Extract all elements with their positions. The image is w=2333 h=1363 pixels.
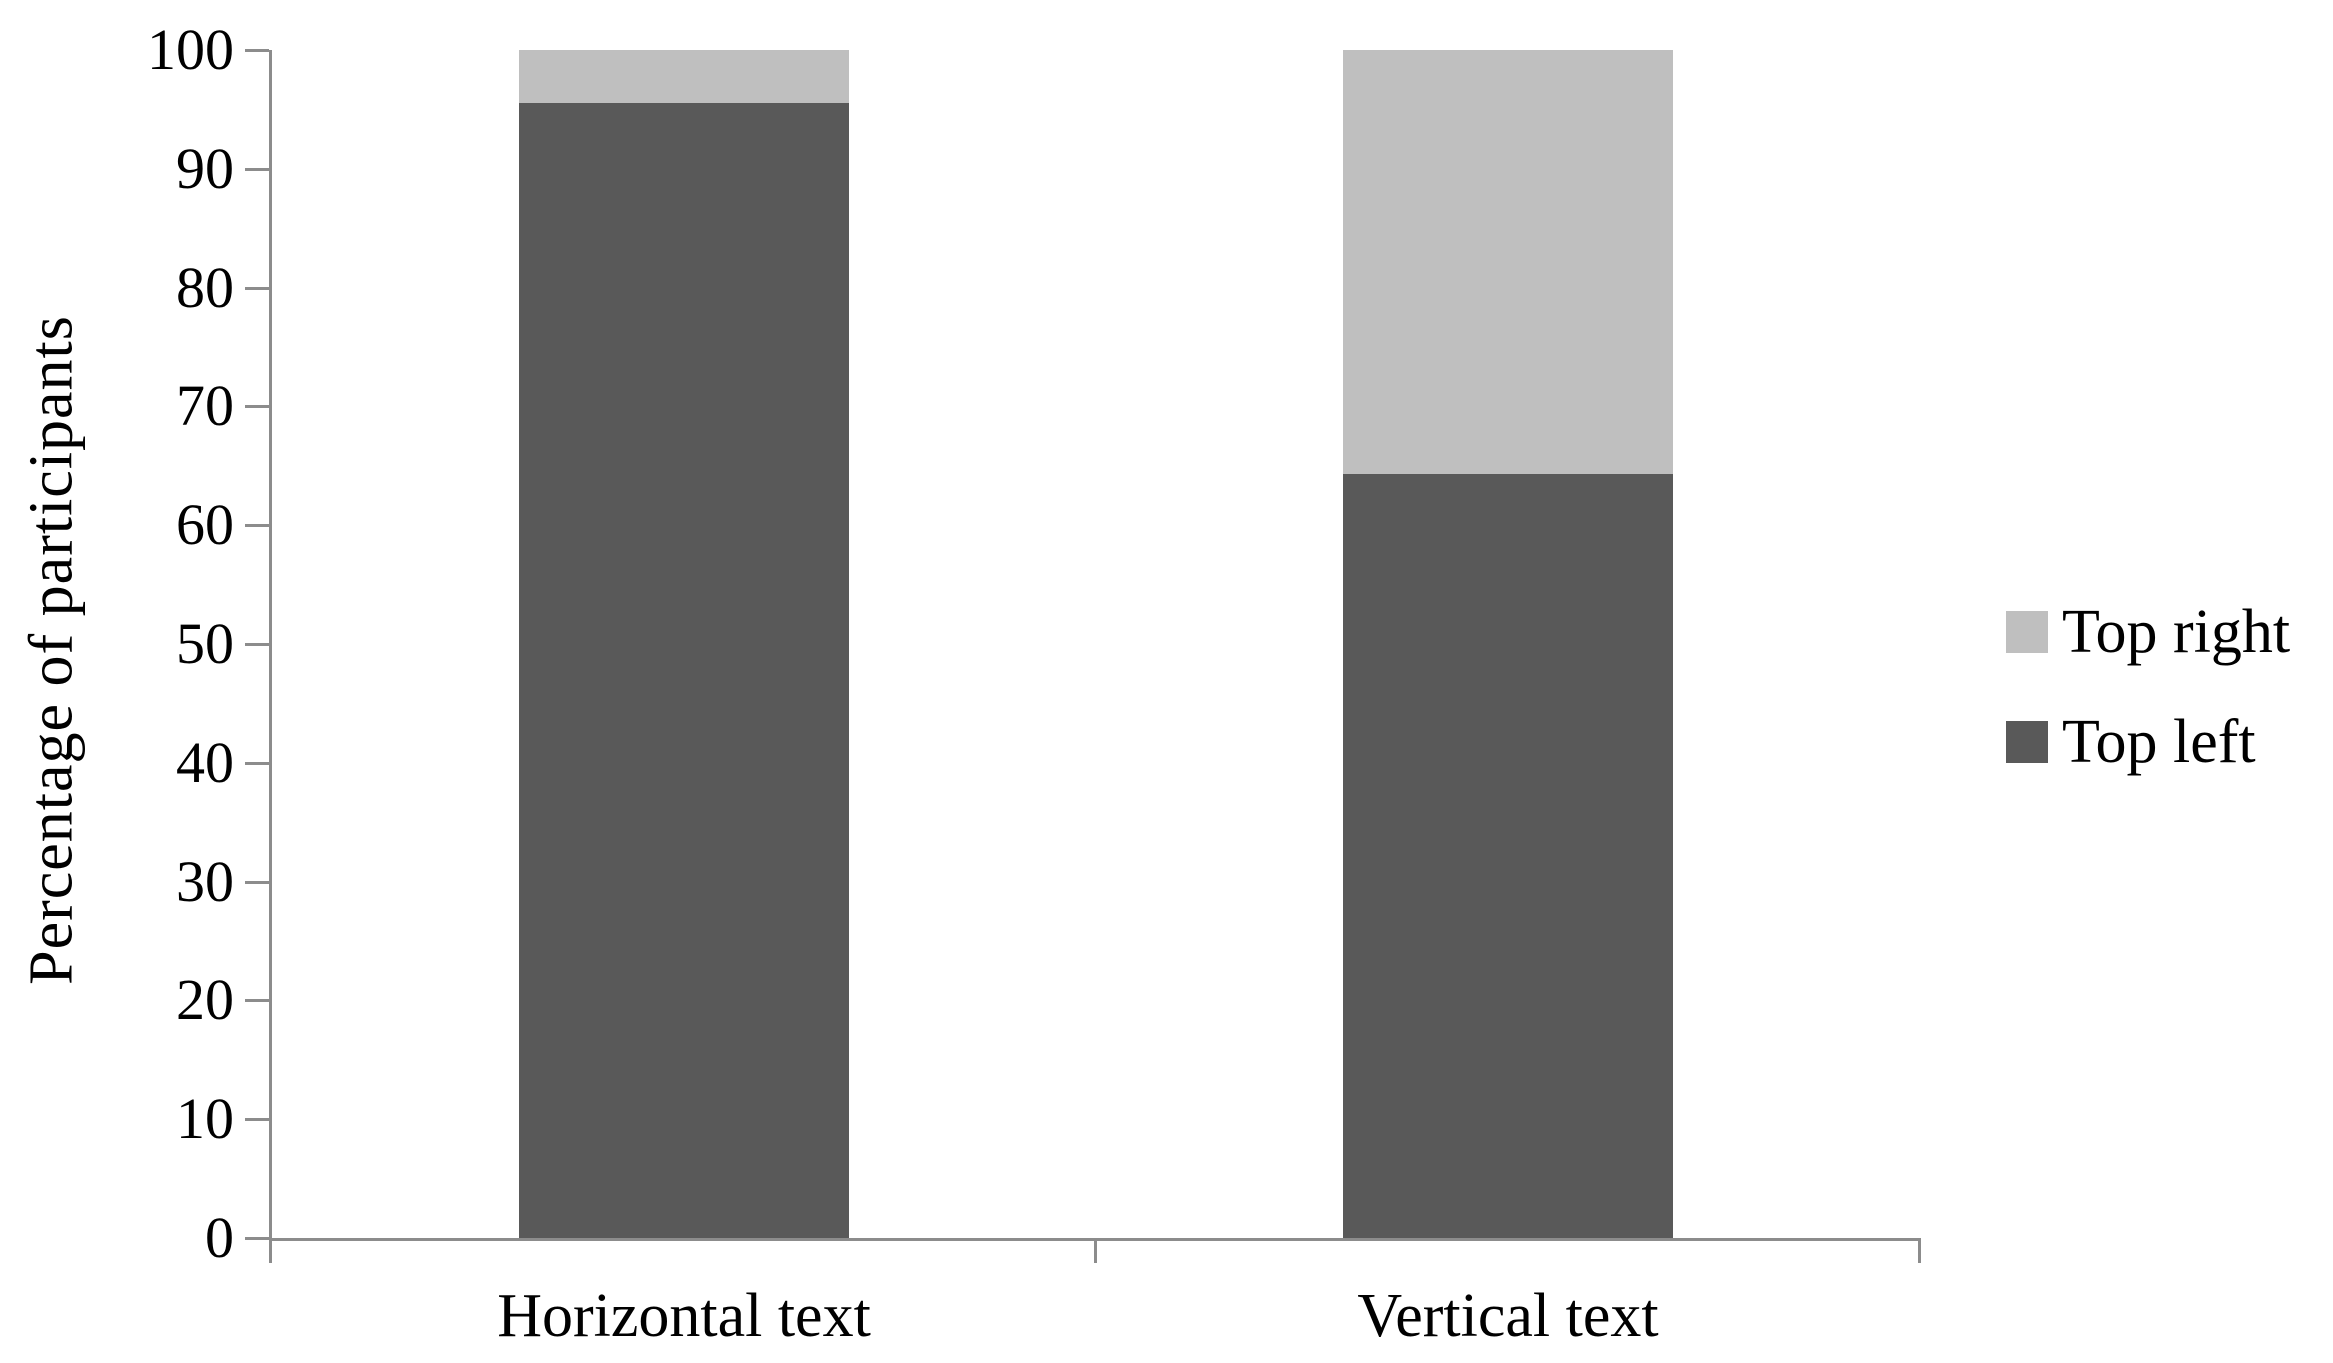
y-tick-label: 10: [176, 1086, 234, 1152]
y-tick-label: 60: [176, 492, 234, 558]
y-tick: [245, 49, 269, 52]
legend-label-top-left: Top left: [2062, 707, 2256, 776]
legend-item-top-right: Top right: [2006, 598, 2290, 666]
legend: Top right Top left: [2006, 598, 2290, 826]
y-tick: [245, 1118, 269, 1122]
y-tick-label: 40: [176, 729, 234, 795]
y-tick-label: 100: [147, 17, 234, 82]
y-axis-line: [269, 50, 272, 1263]
bar-segment-top-left-horizontal-text: [519, 103, 849, 1238]
y-tick-label: 0: [205, 1205, 234, 1270]
x-axis-tick: [1918, 1238, 1921, 1263]
x-category-label: Horizontal text: [497, 1282, 871, 1350]
y-tick: [245, 405, 269, 409]
bar-segment-top-left-vertical-text: [1343, 474, 1673, 1238]
x-category-label: Vertical text: [1357, 1282, 1659, 1350]
y-tick: [245, 643, 269, 646]
y-tick-label: 30: [176, 848, 234, 914]
y-tick-label: 50: [176, 611, 234, 676]
legend-label-top-right: Top right: [2062, 597, 2291, 666]
y-tick: [245, 286, 269, 290]
legend-swatch-top-right-icon: [2006, 611, 2048, 653]
y-tick: [245, 880, 269, 884]
legend-item-top-left: Top left: [2006, 708, 2290, 776]
y-tick-label: 70: [176, 373, 234, 439]
y-tick: [245, 1237, 269, 1240]
y-tick-label: 80: [176, 254, 234, 320]
x-axis-tick: [1094, 1238, 1097, 1263]
y-tick: [245, 524, 269, 528]
legend-swatch-top-left-icon: [2006, 721, 2048, 763]
bar-segment-top-right-horizontal-text: [519, 50, 849, 104]
y-tick: [245, 999, 269, 1003]
y-tick: [245, 761, 269, 765]
y-tick: [245, 167, 269, 171]
y-tick-label: 90: [176, 135, 234, 201]
bar-segment-top-right-vertical-text: [1343, 50, 1673, 475]
y-tick-label: 20: [176, 967, 234, 1033]
